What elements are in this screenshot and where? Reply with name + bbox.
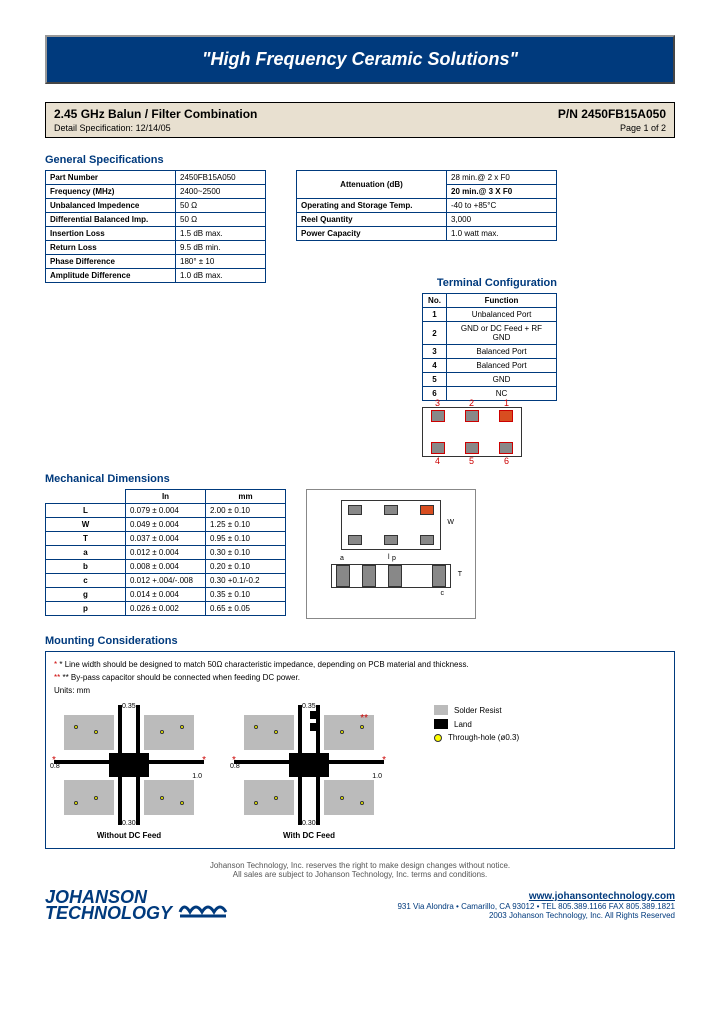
specs-right-table: Attenuation (dB)28 min.@ 2 x F020 min.@ … bbox=[296, 170, 557, 241]
detail-label: Detail Specification: bbox=[54, 123, 133, 133]
banner: "High Frequency Ceramic Solutions" bbox=[45, 35, 675, 84]
logo-icon bbox=[178, 890, 228, 920]
mechanical-diagram: W l T a p c bbox=[306, 489, 476, 619]
general-specs-title: General Specifications bbox=[45, 154, 675, 166]
mounting-title: Mounting Considerations bbox=[45, 635, 675, 647]
mounting-box: * * Line width should be designed to mat… bbox=[45, 651, 675, 849]
terminal-config-title: Terminal Configuration bbox=[422, 277, 557, 289]
with-dc-label: With DC Feed bbox=[234, 831, 384, 840]
mechanical-table: Inmm L0.079 ± 0.0042.00 ± 0.10W0.049 ± 0… bbox=[45, 489, 286, 616]
footer-disclaimer: Johanson Technology, Inc. reserves the r… bbox=[45, 861, 675, 879]
part-number: P/N 2450FB15A050 bbox=[558, 107, 666, 121]
company-logo: JOHANSONTECHNOLOGY bbox=[45, 889, 228, 921]
contact-info: www.johansontechnology.com 931 Via Alond… bbox=[397, 891, 675, 920]
datasheet-page: "High Frequency Ceramic Solutions" 2.45 … bbox=[0, 0, 720, 1012]
detail-date: 12/14/05 bbox=[136, 123, 171, 133]
terminal-table: No.Function 1Unbalanced Port2GND or DC F… bbox=[422, 293, 557, 401]
mechanical-title: Mechanical Dimensions bbox=[45, 473, 675, 485]
terminal-chip-diagram: 3 2 1 4 5 6 bbox=[422, 407, 522, 457]
mount-units: Units: mm bbox=[54, 686, 666, 695]
specs-left-table: Part Number2450FB15A050Frequency (MHz)24… bbox=[45, 170, 266, 283]
mount-note1: * Line width should be designed to match… bbox=[59, 660, 468, 669]
website-link[interactable]: www.johansontechnology.com bbox=[397, 891, 675, 902]
mount-note2: ** By-pass capacitor should be connected… bbox=[62, 673, 299, 682]
product-title: 2.45 GHz Balun / Filter Combination bbox=[54, 107, 257, 121]
page-number: Page 1 of 2 bbox=[620, 123, 666, 133]
mounting-legend: Solder Resist Land Through-hole (ø0.3) bbox=[434, 705, 519, 746]
title-bar: 2.45 GHz Balun / Filter Combination P/N … bbox=[45, 102, 675, 138]
without-dc-label: Without DC Feed bbox=[54, 831, 204, 840]
